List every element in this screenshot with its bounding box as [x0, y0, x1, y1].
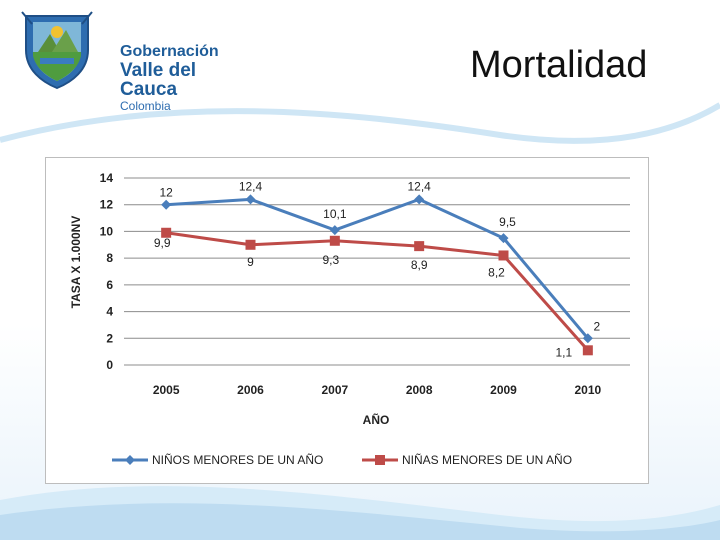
data-point — [329, 225, 340, 236]
y-tick-label: 10 — [100, 224, 114, 238]
data-label: 2 — [593, 319, 600, 333]
x-tick-label: 2006 — [237, 383, 264, 397]
data-point — [245, 239, 256, 250]
data-label: 9,9 — [154, 236, 171, 250]
legend: NIÑOS MENORES DE UN AÑO NIÑAS MENORES DE … — [112, 453, 572, 467]
y-tick-label: 14 — [100, 171, 114, 185]
data-point — [245, 194, 256, 205]
y-axis-title: TASA X 1.000NV — [69, 216, 83, 309]
legend-label: NIÑOS MENORES DE UN AÑO — [152, 453, 323, 467]
data-label: 8,9 — [411, 258, 428, 272]
series-line-boys — [166, 197, 589, 340]
data-point — [414, 194, 425, 205]
y-tick-label: 4 — [106, 305, 113, 319]
x-tick-label: 2008 — [406, 383, 433, 397]
data-labels: 12 12,4 10,1 12,4 9,5 2 9,9 9 9,3 8,9 8,2 1,1 — [154, 179, 601, 359]
data-point — [414, 241, 425, 252]
x-tick-label: 2005 — [153, 383, 180, 397]
data-label: 9,3 — [322, 253, 339, 267]
y-tick-label: 0 — [106, 358, 113, 372]
x-axis-title: AÑO — [363, 412, 390, 427]
data-point — [161, 227, 172, 238]
data-label: 12 — [159, 186, 173, 200]
x-tick-label: 2009 — [490, 383, 517, 397]
y-tick-label: 8 — [106, 251, 113, 265]
legend-marker — [375, 455, 385, 465]
x-tick-label: 2010 — [574, 383, 601, 397]
data-label: 12,4 — [407, 179, 431, 193]
data-label: 8,2 — [488, 265, 505, 279]
data-label: 9,5 — [499, 215, 516, 229]
y-tick-label: 2 — [106, 331, 113, 345]
data-label: 10,1 — [323, 207, 347, 221]
data-point — [582, 345, 593, 356]
logo-line-2: Valle del Cauca — [120, 60, 197, 100]
gridlines — [124, 177, 630, 366]
government-logo: Gobernación Valle del Cauca Colombia — [18, 10, 248, 112]
y-tick-label: 6 — [106, 278, 113, 292]
data-point — [582, 333, 593, 344]
data-label: 9 — [247, 255, 254, 269]
legend-label: NIÑAS MENORES DE UN AÑO — [402, 453, 572, 467]
logo-line-3: Colombia — [120, 99, 171, 113]
data-point — [498, 233, 509, 244]
y-tick-label: 12 — [100, 198, 114, 212]
series — [161, 194, 593, 356]
x-tick-label: 2007 — [321, 383, 348, 397]
data-point — [498, 250, 509, 261]
data-label: 1,1 — [555, 345, 572, 359]
slide-title: Mortalidad — [470, 44, 648, 86]
logo-line-1: Gobernación — [120, 43, 219, 60]
chart-frame: 0 2 4 6 8 10 12 14 2005 2006 2007 2008 2009 2010 12 1… — [45, 157, 649, 484]
x-axis-ticks: 2005 2006 2007 2008 2009 2010 — [153, 383, 602, 397]
series-line-girls — [165, 231, 589, 352]
y-axis-ticks: 0 2 4 6 8 10 12 14 — [100, 171, 114, 372]
legend-marker — [125, 455, 135, 465]
data-label: 12,4 — [239, 179, 263, 193]
coat-of-arms-icon — [21, 11, 93, 90]
data-point — [161, 199, 172, 210]
data-point — [329, 235, 340, 246]
